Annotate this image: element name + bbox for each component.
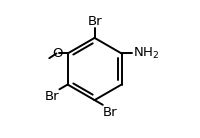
Text: O: O [52,47,63,60]
Text: NH$_2$: NH$_2$ [133,46,159,61]
Text: Br: Br [44,90,59,103]
Text: Br: Br [87,15,102,28]
Text: Br: Br [103,106,118,119]
